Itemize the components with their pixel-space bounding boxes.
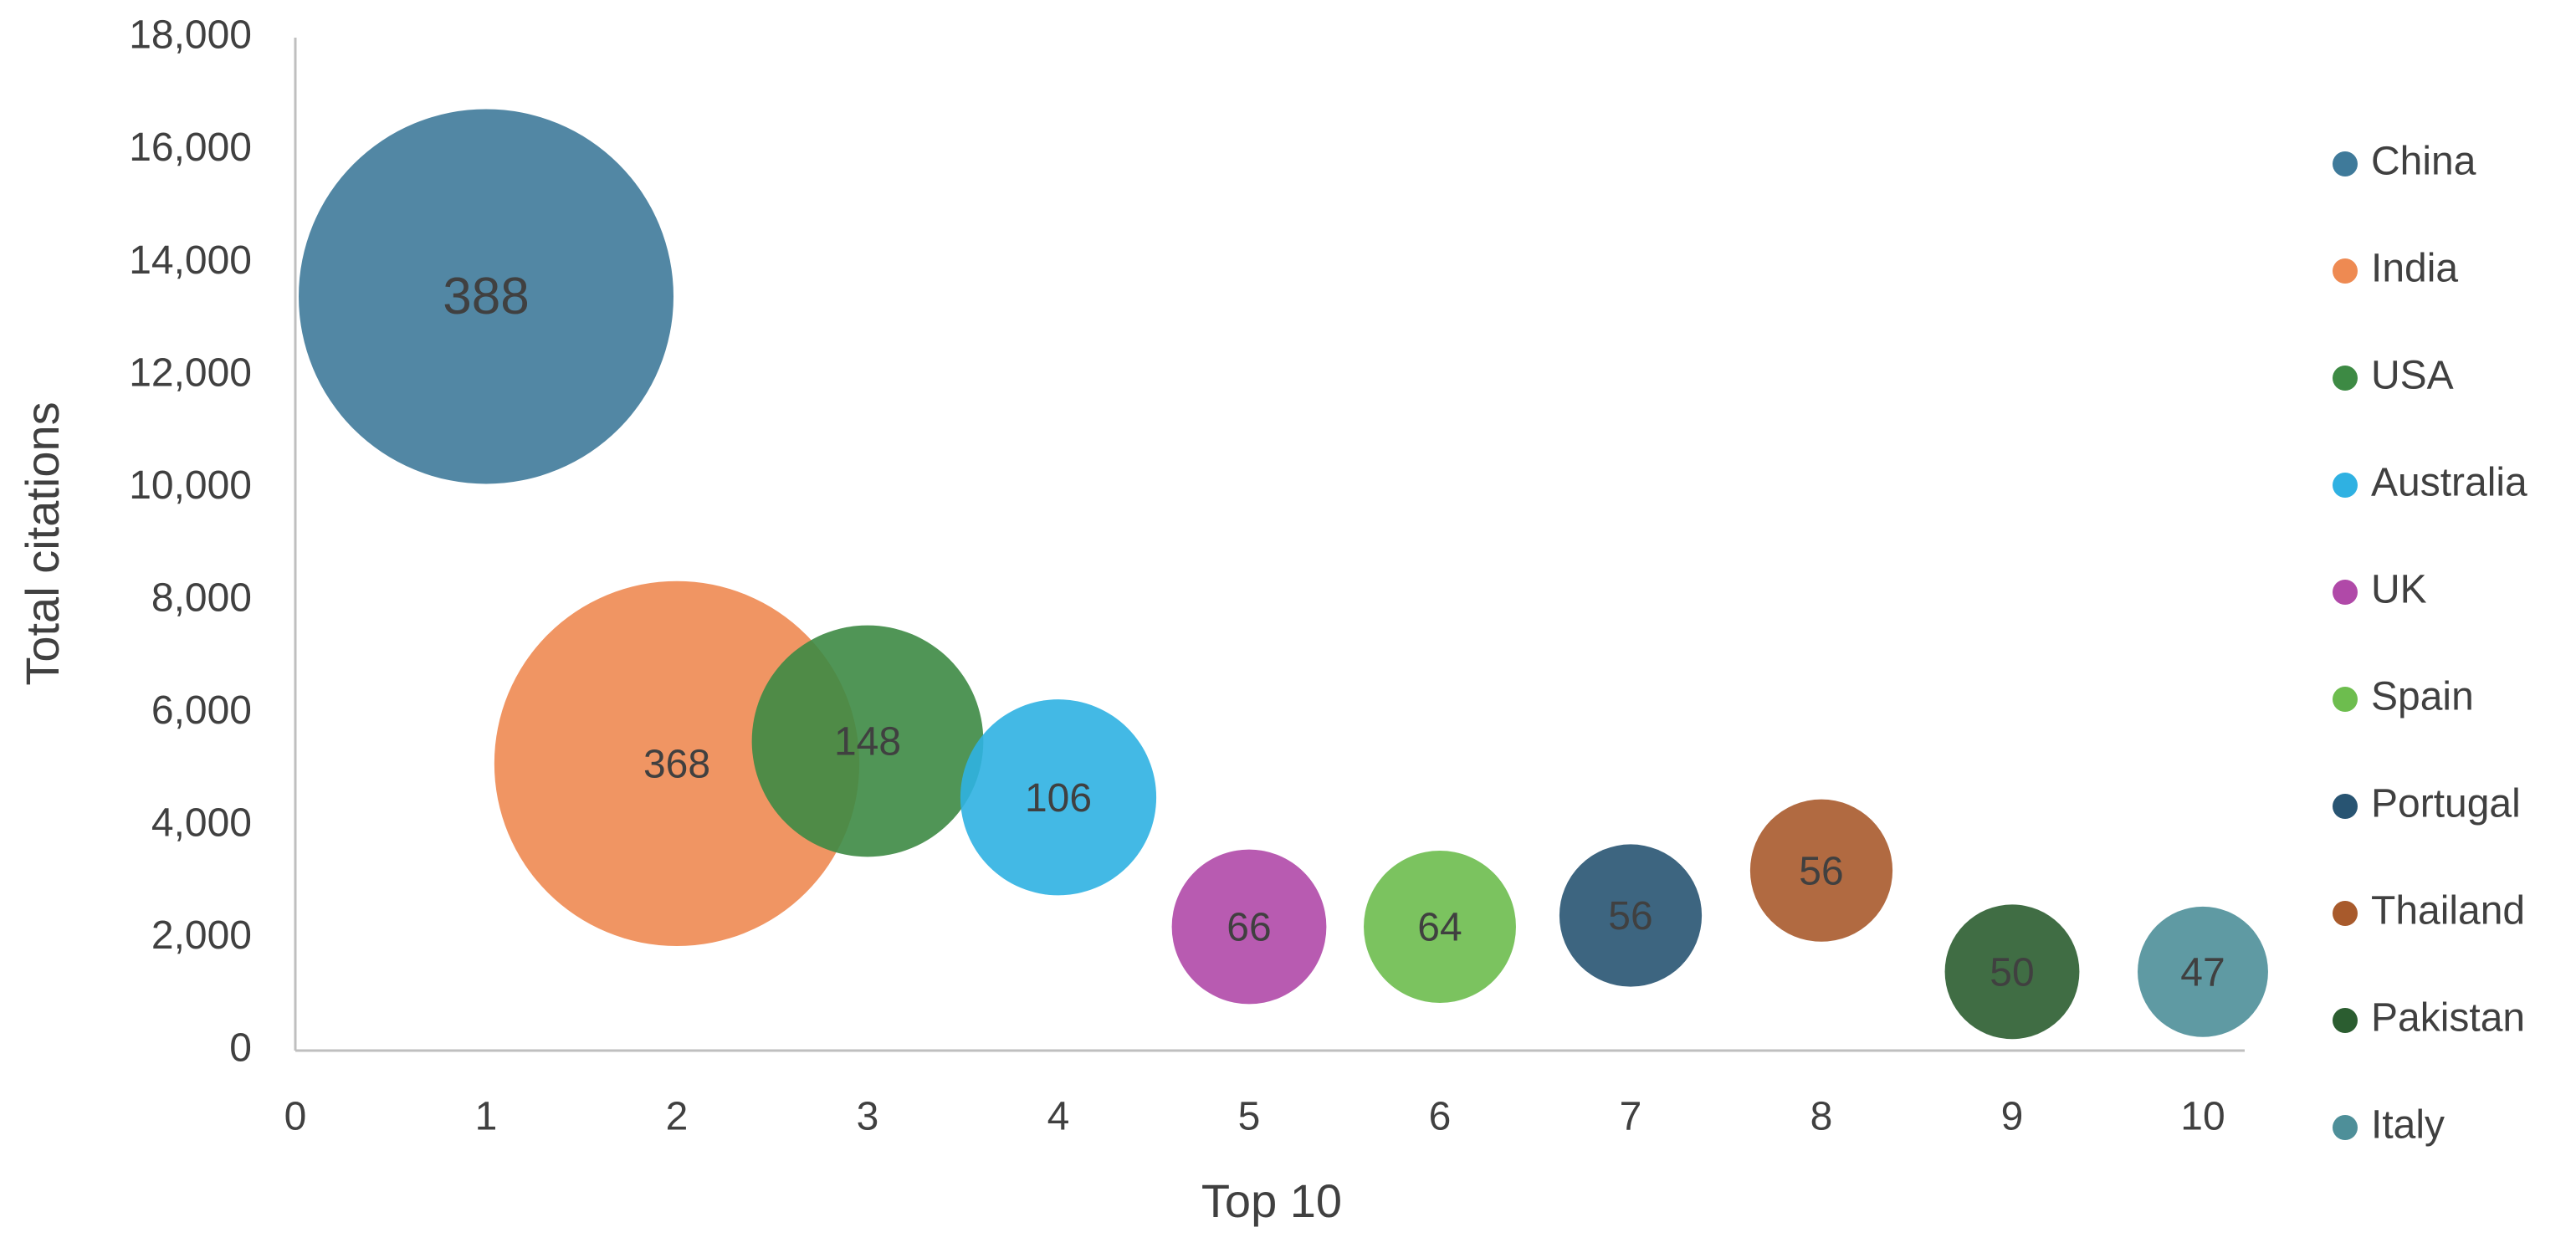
legend-swatch	[2333, 687, 2358, 712]
legend-swatch	[2333, 901, 2358, 926]
x-tick-label: 0	[284, 1095, 307, 1139]
bubble	[2138, 906, 2268, 1037]
legend-label: Pakistan	[2371, 996, 2525, 1041]
legend-swatch	[2333, 258, 2358, 284]
legend-swatch	[2333, 1008, 2358, 1033]
legend-label: Italy	[2371, 1103, 2445, 1148]
bubble	[1364, 851, 1516, 1003]
x-tick-label: 7	[1620, 1095, 1642, 1139]
legend-label: Portugal	[2371, 782, 2521, 826]
bubble	[1749, 799, 1893, 942]
bubble	[1171, 849, 1327, 1005]
x-tick-label: 4	[1047, 1095, 1070, 1139]
x-tick-label: 10	[2180, 1095, 2225, 1139]
y-tick-label: 2,000	[151, 913, 252, 958]
data-label: 106	[1025, 776, 1092, 821]
legend-label: Spain	[2371, 675, 2474, 719]
x-tick-label: 6	[1429, 1095, 1452, 1139]
y-tick-label: 12,000	[129, 350, 252, 395]
legend-label: Thailand	[2371, 889, 2525, 933]
data-label: 368	[643, 743, 710, 787]
bubble	[751, 625, 984, 857]
x-tick-label: 8	[1810, 1095, 1833, 1139]
x-tick-label: 5	[1238, 1095, 1261, 1139]
bubble	[1559, 844, 1703, 987]
x-tick-label: 3	[857, 1095, 879, 1139]
data-label: 66	[1227, 906, 1271, 950]
data-label: 50	[1990, 950, 2034, 995]
y-axis-title: Total citations	[16, 401, 69, 685]
legend-label: India	[2371, 247, 2458, 291]
x-axis-title: Top 10	[1201, 1174, 1342, 1227]
y-tick-label: 0	[229, 1026, 252, 1071]
bubble	[494, 580, 860, 947]
data-label: 47	[2180, 950, 2225, 995]
legend-swatch	[2333, 151, 2358, 176]
legend-label: Australia	[2371, 461, 2527, 505]
y-tick-label: 6,000	[151, 688, 252, 733]
legend-swatch	[2333, 473, 2358, 498]
legend-swatch	[2333, 580, 2358, 605]
bubble	[1944, 904, 2080, 1040]
data-label: 56	[1608, 894, 1652, 938]
x-tick-label: 9	[2001, 1095, 2024, 1139]
data-label: 64	[1417, 906, 1462, 950]
y-tick-label: 4,000	[151, 801, 252, 846]
y-tick-label: 18,000	[129, 13, 252, 58]
legend-swatch	[2333, 794, 2358, 819]
bubble	[299, 109, 673, 484]
data-label: 148	[834, 720, 901, 765]
y-tick-label: 16,000	[129, 125, 252, 170]
y-tick-label: 10,000	[129, 463, 252, 508]
y-tick-label: 14,000	[129, 238, 252, 283]
data-label: 388	[443, 268, 529, 325]
y-tick-label: 8,000	[151, 575, 252, 620]
legend-label: USA	[2371, 354, 2454, 398]
legend-swatch	[2333, 366, 2358, 391]
legend-label: China	[2371, 140, 2476, 184]
bubble	[960, 699, 1157, 896]
x-tick-label: 2	[666, 1095, 689, 1139]
legend-label: UK	[2371, 568, 2427, 612]
x-tick-label: 1	[475, 1095, 498, 1139]
legend-swatch	[2333, 1115, 2358, 1140]
data-label: 56	[1799, 849, 1843, 893]
